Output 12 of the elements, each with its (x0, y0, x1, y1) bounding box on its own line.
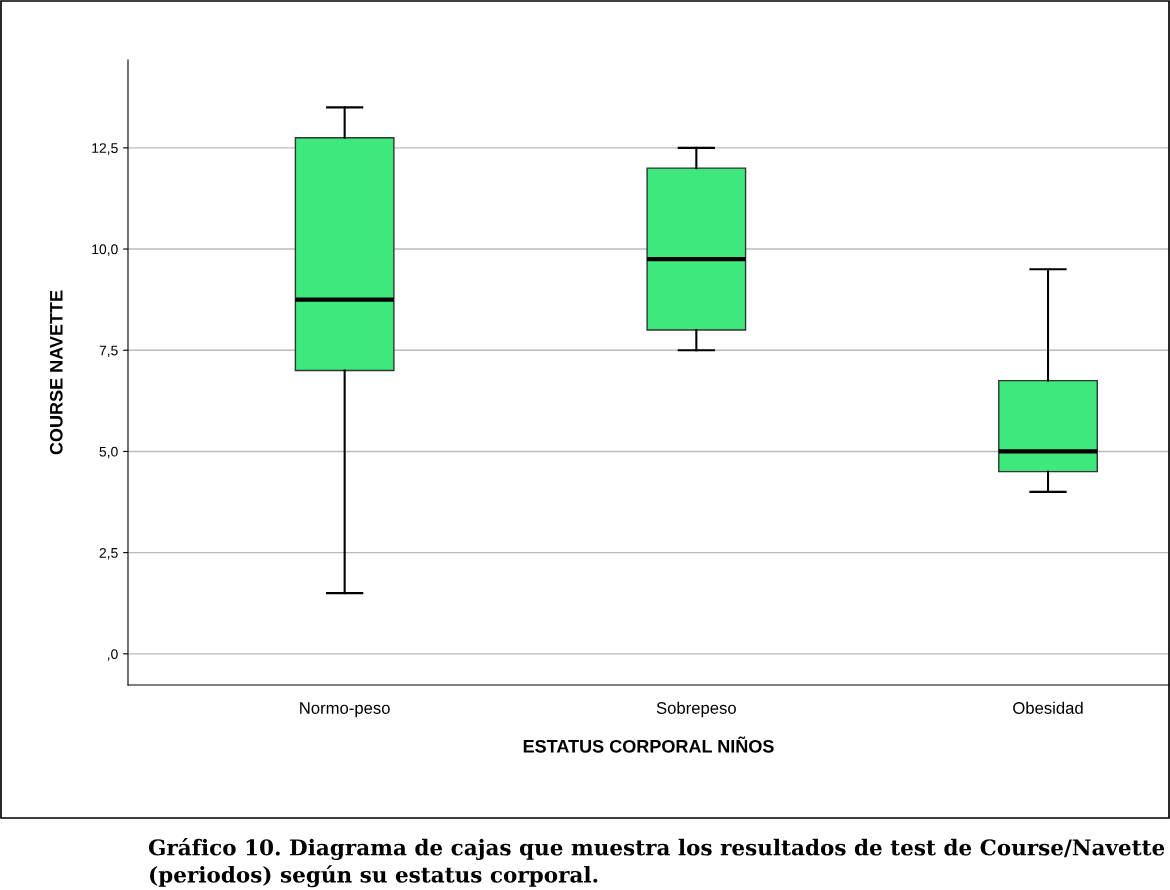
x-tick-label: Obesidad (1013, 701, 1083, 714)
x-tick-label: Normo-peso (300, 702, 390, 718)
x-tick-label: Sobrepeso (656, 701, 736, 718)
y-tick-label: 7,5 (99, 345, 118, 358)
text: Gráfico 10. Diagrama de cajas que muestra los resultados de test de Course/Navette (periodos) según su estatus corporal. (148, 838, 1165, 888)
y-axis-title: COURSE NAVETTE (49, 290, 63, 455)
y-tick-label: 12,5 (92, 143, 118, 155)
x-axis-title: ESTATUS CORPORAL NIÑOS (523, 736, 774, 753)
y-tick-label: 2,5 (99, 547, 118, 560)
y-tick-label: 10,0 (92, 244, 118, 256)
y-tick-label: 5,0 (99, 446, 118, 459)
y-tick-label: ,0 (107, 649, 118, 661)
